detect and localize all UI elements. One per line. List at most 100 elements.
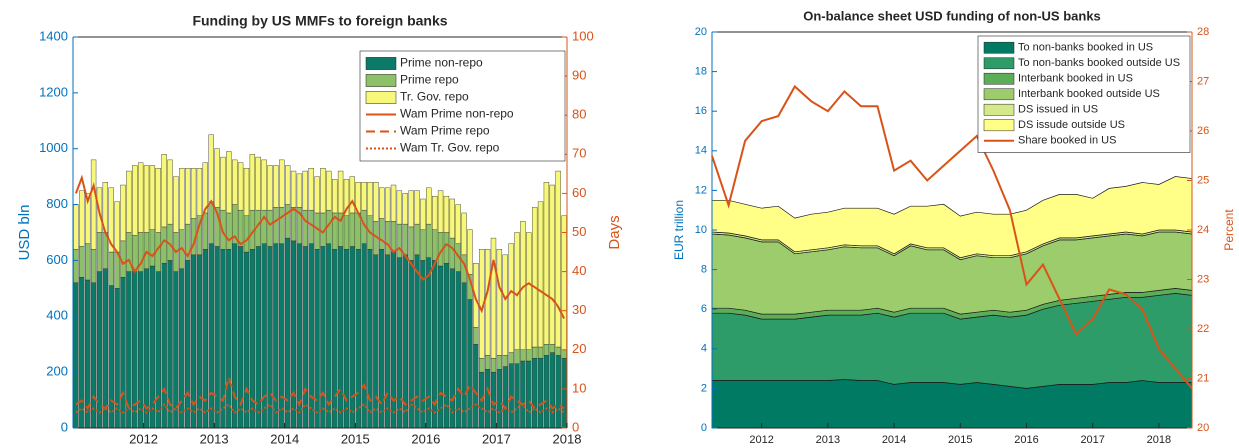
x-tick-label: 2016 [411, 431, 440, 446]
y2-tick-label: 80 [572, 107, 586, 122]
bar-segment [455, 271, 461, 429]
bar-segment [561, 349, 567, 359]
bar-segment [467, 229, 473, 275]
bar-segment [149, 229, 156, 267]
bar-segment [531, 207, 538, 348]
bar-segment [526, 232, 532, 351]
bar-segment [379, 218, 385, 250]
bar-segment [361, 243, 367, 429]
legend-label: To non-banks booked outside US [1018, 57, 1180, 69]
bar-segment [432, 195, 438, 230]
bar-segment [543, 344, 550, 356]
bar-segment [367, 182, 373, 216]
bar-segment [490, 237, 497, 359]
y2-tick-label: 60 [572, 185, 586, 200]
bar-segment [79, 276, 85, 429]
x-tick-label: 2015 [341, 431, 370, 446]
chart-title: Funding by US MMFs to foreign banks [192, 13, 447, 29]
bar-segment [443, 263, 450, 429]
y-axis-label: EUR trillion [672, 200, 686, 260]
bar-segment [143, 232, 150, 270]
bar-segment [243, 215, 250, 253]
y-tick-label: 12 [695, 184, 707, 196]
x-tick-label: 2014 [882, 434, 906, 446]
y2-tick-label: 90 [572, 68, 586, 83]
bar-segment [373, 182, 379, 222]
y-tick-label: 200 [46, 364, 68, 379]
legend-label: DS issude outside US [1018, 119, 1125, 131]
bar-segment [202, 212, 208, 250]
bar-segment [143, 268, 150, 429]
bar-segment [261, 209, 267, 244]
bar-segment [526, 360, 532, 429]
bar-segment [79, 190, 85, 247]
bar-segment [214, 246, 220, 429]
bar-segment [349, 212, 356, 247]
legend-label: Wam Prime repo [400, 124, 490, 138]
bar-segment [208, 201, 214, 244]
bar-segment [484, 355, 491, 370]
bar-segment [426, 257, 432, 429]
bar-segment [114, 288, 120, 429]
bar-segment [249, 154, 256, 211]
y2-tick-label: 27 [1197, 75, 1209, 87]
bar-segment [173, 176, 179, 233]
bar-segment [161, 226, 167, 264]
bar-segment [555, 170, 561, 348]
bar-segment [508, 352, 514, 364]
bar-segment [473, 344, 479, 429]
bar-segment [561, 357, 567, 429]
bar-segment [196, 254, 203, 429]
bar-segment [496, 369, 503, 429]
bar-segment [284, 165, 291, 205]
bar-segment [108, 251, 114, 286]
bar-segment [549, 352, 555, 429]
bar-segment [149, 165, 156, 230]
bar-segment [296, 173, 303, 208]
bar-segment [543, 182, 550, 345]
y2-tick-label: 40 [572, 263, 586, 278]
bar-segment [302, 209, 308, 247]
bar-segment [126, 232, 132, 272]
bar-segment [185, 260, 191, 429]
y2-tick-label: 23 [1197, 273, 1209, 285]
bar-segment [526, 349, 532, 362]
bar-segment [279, 159, 285, 208]
bar-segment [102, 268, 109, 429]
y-tick-label: 8 [701, 264, 707, 276]
y2-axis-label: Percent [1222, 209, 1236, 251]
bar-segment [220, 156, 226, 211]
bar-segment [90, 282, 97, 429]
legend-swatch [365, 91, 397, 104]
bar-segment [361, 182, 367, 211]
bar-segment [96, 271, 103, 429]
chart-title: On-balance sheet USD funding of non-US b… [803, 8, 1101, 23]
bar-segment [490, 357, 497, 373]
bar-segment [261, 159, 267, 211]
legend-label: Tr. Gov. repo [400, 90, 469, 104]
bar-segment [408, 260, 414, 429]
bar-segment [479, 357, 485, 373]
bar-segment [326, 243, 332, 429]
x-tick-label: 2012 [749, 434, 773, 446]
y2-axis-label: Days [606, 215, 623, 249]
bar-segment [179, 168, 185, 230]
bar-segment [384, 254, 391, 429]
bar-segment [396, 190, 403, 225]
bar-segment [108, 187, 114, 253]
bar-segment [137, 271, 144, 429]
bar-segment [320, 246, 326, 429]
y-tick-label: 10 [695, 224, 707, 236]
bar-segment [402, 193, 408, 225]
x-tick-label: 2017 [482, 431, 511, 446]
bar-segment [332, 179, 338, 214]
bar-segment [73, 249, 79, 283]
line-series [75, 402, 565, 414]
bar-segment [267, 165, 273, 211]
bar-segment [196, 168, 203, 216]
bar-segment [185, 168, 191, 225]
y2-tick-label: 70 [572, 146, 586, 161]
bar-segment [396, 257, 403, 429]
x-tick-label: 2018 [1147, 434, 1171, 446]
